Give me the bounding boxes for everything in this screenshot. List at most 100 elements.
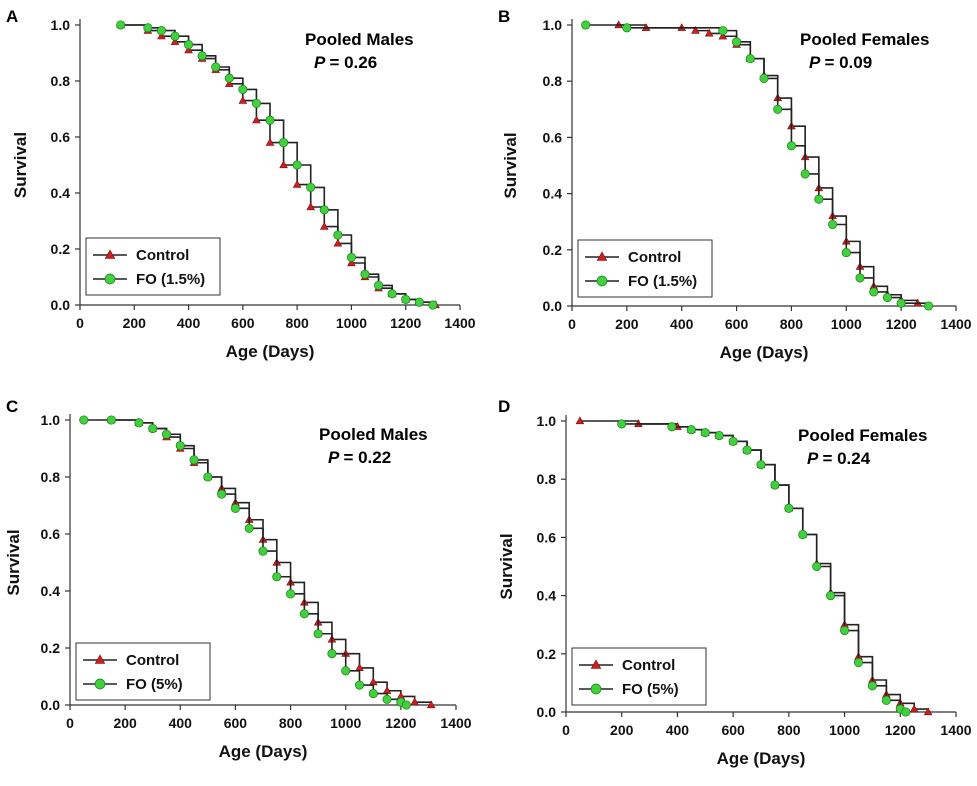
y-axis-title: Survival: [501, 132, 520, 198]
control-data-point: [410, 697, 419, 706]
control-data-point: [265, 137, 275, 146]
x-tick-label: 1400: [440, 715, 471, 731]
y-tick-label: 0.8: [537, 471, 557, 487]
fo-data-point: [299, 609, 309, 619]
control-data-point: [306, 202, 316, 211]
panel-a: A 0 200 400 600 800 1000 1200 1400 0.0 0.2 0.4 0.6 0.…: [6, 7, 476, 361]
fo-data-point: [622, 23, 632, 33]
fo-data-point: [745, 54, 755, 64]
group-annotation: Pooled Males: [305, 30, 414, 49]
control-data-point: [279, 160, 288, 169]
fo-data-point: [258, 546, 268, 556]
y-tick-label: 0.8: [51, 73, 71, 89]
y-tick-label: 0.2: [537, 646, 557, 662]
fo-data-point: [161, 429, 172, 439]
fo-data-point: [896, 298, 906, 308]
group-annotation: Pooled Females: [800, 30, 929, 49]
x-tick-label: 1200: [390, 315, 421, 331]
x-tick-label: 200: [610, 722, 634, 738]
legend-marker-fo: [596, 275, 608, 287]
fo-data-point: [333, 230, 343, 240]
fo-data-point: [346, 252, 356, 262]
fo-data-point: [374, 280, 384, 290]
y-tick-label: 0.2: [543, 242, 563, 258]
x-tick-label: 400: [670, 316, 694, 332]
fo-data-point: [360, 269, 370, 279]
fo-data-point: [286, 589, 296, 599]
p-value-annotation: P = 0.09: [809, 53, 872, 72]
y-axis-title: Survival: [497, 533, 516, 599]
legend-label: Control: [628, 249, 681, 266]
fo-data-point: [732, 37, 742, 47]
x-axis-title: Age (Days): [226, 342, 315, 361]
fo-data-point: [313, 629, 323, 639]
legend-label: Control: [136, 247, 189, 264]
y-tick-label: 1.0: [543, 17, 563, 33]
group-annotation: Pooled Females: [798, 426, 927, 445]
control-data-point: [718, 31, 728, 40]
fo-data-point: [924, 301, 934, 311]
control-data-point: [252, 115, 261, 124]
x-tick-label: 400: [169, 715, 193, 731]
fo-data-point: [700, 428, 710, 438]
x-tick-label: 0: [562, 722, 570, 738]
fo-data-point: [867, 681, 877, 691]
y-tick-label: 0.0: [543, 298, 563, 314]
fo-data-point: [686, 425, 696, 435]
control-data-point: [909, 704, 919, 713]
y-tick-label: 0.8: [543, 73, 563, 89]
fo-data-point: [667, 422, 677, 432]
x-tick-label: 600: [725, 316, 749, 332]
fo-data-point: [756, 460, 766, 470]
panel-letter: C: [6, 397, 18, 416]
group-annotation: Pooled Males: [319, 425, 428, 444]
p-value-annotation: P = 0.24: [807, 449, 871, 468]
legend-marker-control: [94, 654, 106, 664]
fo-data-point: [770, 480, 780, 490]
y-tick-label: 0.4: [51, 185, 71, 201]
x-tick-label: 600: [224, 715, 248, 731]
x-tick-label: 1200: [385, 715, 416, 731]
x-tick-label: 200: [113, 715, 137, 731]
legend-label: FO (1.5%): [136, 271, 205, 288]
panel-letter: A: [6, 7, 18, 26]
fo-data-point: [265, 115, 275, 125]
fo-data-point: [814, 194, 824, 204]
x-tick-label: 0: [76, 315, 84, 331]
x-tick-label: 1000: [336, 315, 367, 331]
fo-data-point: [798, 529, 808, 540]
x-axis-title: Age (Days): [717, 749, 806, 768]
legend-marker-control: [590, 659, 602, 669]
legend-label: FO (5%): [126, 676, 183, 693]
fo-data-point: [786, 141, 796, 151]
fo-data-point: [718, 26, 728, 36]
control-data-point: [691, 26, 700, 34]
y-tick-label: 1.0: [41, 412, 61, 428]
y-tick-label: 0.0: [41, 697, 61, 713]
panel-d: D 0 200 400 600 800 1000 1200 1400 0.0 0.2 0.4 0.6 0.…: [497, 397, 972, 768]
fo-data-point: [882, 293, 892, 303]
legend: Control FO (5%): [75, 642, 211, 701]
fo-data-point: [840, 625, 850, 636]
legend: Control FO (1.5%): [577, 239, 713, 298]
legend-box: [85, 237, 221, 296]
control-data-point: [426, 700, 436, 709]
control-data-point: [575, 416, 585, 425]
y-tick-label: 1.0: [537, 413, 557, 429]
legend-label: Control: [622, 657, 675, 674]
legend-marker-fo: [104, 273, 116, 285]
x-tick-label: 1400: [444, 315, 475, 331]
fo-data-point: [728, 436, 738, 446]
fo-data-point: [79, 415, 89, 425]
legend-label: FO (5%): [622, 681, 679, 698]
p-value-annotation: P = 0.22: [328, 448, 391, 467]
fo-data-point: [319, 205, 329, 215]
legend-marker-control: [596, 251, 608, 261]
y-tick-label: 0.4: [537, 588, 557, 604]
x-tick-label: 1200: [886, 316, 917, 332]
fo-data-point: [184, 40, 194, 50]
p-value-annotation: P = 0.26: [314, 53, 377, 72]
fo-data-point: [341, 666, 351, 676]
fo-data-point: [116, 20, 126, 30]
